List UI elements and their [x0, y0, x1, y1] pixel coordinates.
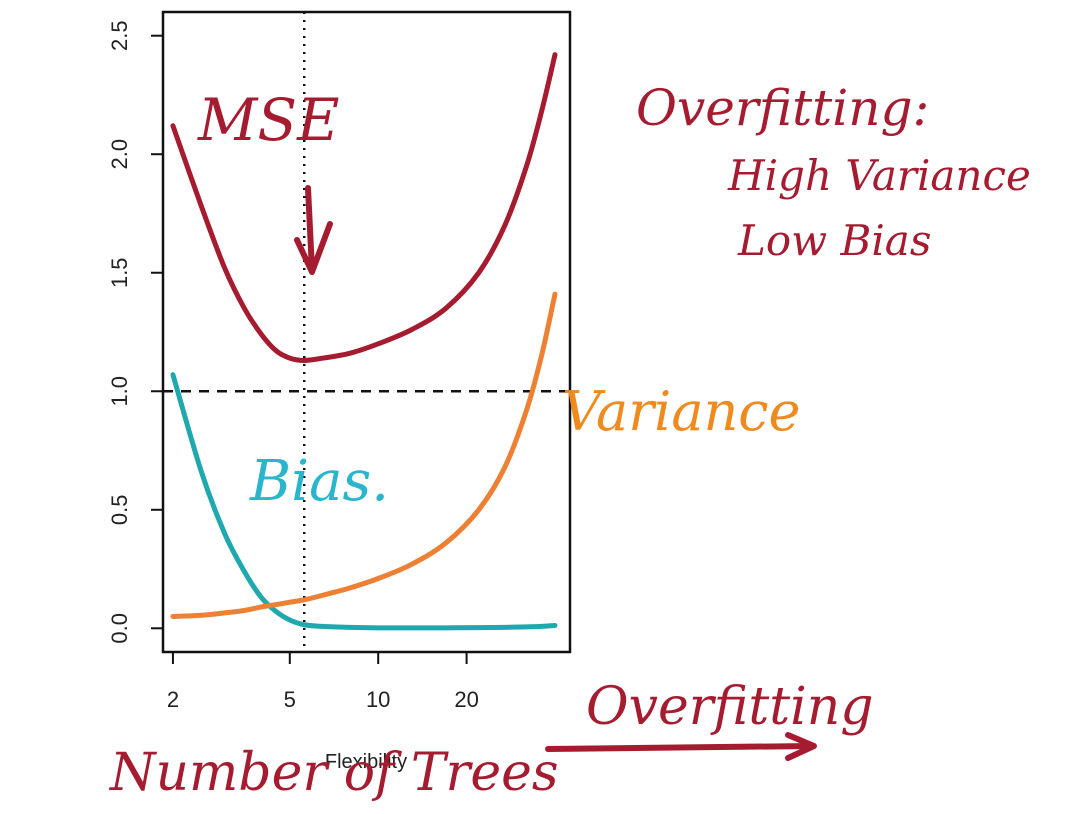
down-arrow-icon — [294, 185, 333, 275]
right-arrow-icon — [545, 732, 817, 761]
y-tick-label: 0.0 — [107, 613, 132, 644]
x-axis: 2 5 10 20 — [167, 652, 479, 712]
number-of-trees-annotation: Number of Trees — [108, 743, 559, 803]
plot-frame — [161, 10, 572, 654]
series-line-bias — [170, 372, 558, 631]
series-line-mse — [170, 52, 558, 363]
mse-annotation: MSE — [197, 86, 339, 154]
bias-annotation: Bias. — [249, 449, 389, 514]
x-tick-label: 10 — [366, 687, 390, 712]
y-tick-label: 0.5 — [107, 494, 132, 525]
x-axis-label: Flexibility — [325, 751, 407, 773]
overfitting-arrow-annotation: Overfitting — [586, 677, 874, 737]
x-tick-label: 2 — [167, 687, 179, 712]
high-variance-annotation: High Variance — [727, 151, 1031, 200]
y-axis: 0.0 0.5 1.0 1.5 2.0 2.5 — [107, 20, 163, 644]
low-bias-annotation: Low Bias — [737, 216, 931, 265]
y-tick-label: 2.0 — [107, 139, 132, 170]
y-tick-label: 1.0 — [107, 376, 132, 407]
reference-lines — [163, 12, 570, 652]
x-tick-label: 5 — [284, 687, 296, 712]
y-tick-label: 2.5 — [107, 20, 132, 51]
series-lines — [170, 52, 558, 631]
series-line-variance — [170, 291, 558, 619]
variance-annotation: Variance — [562, 380, 801, 443]
y-tick-label: 1.5 — [107, 257, 132, 288]
overfitting-title-annotation: Overfitting: — [636, 79, 929, 137]
x-tick-label: 20 — [454, 687, 478, 712]
